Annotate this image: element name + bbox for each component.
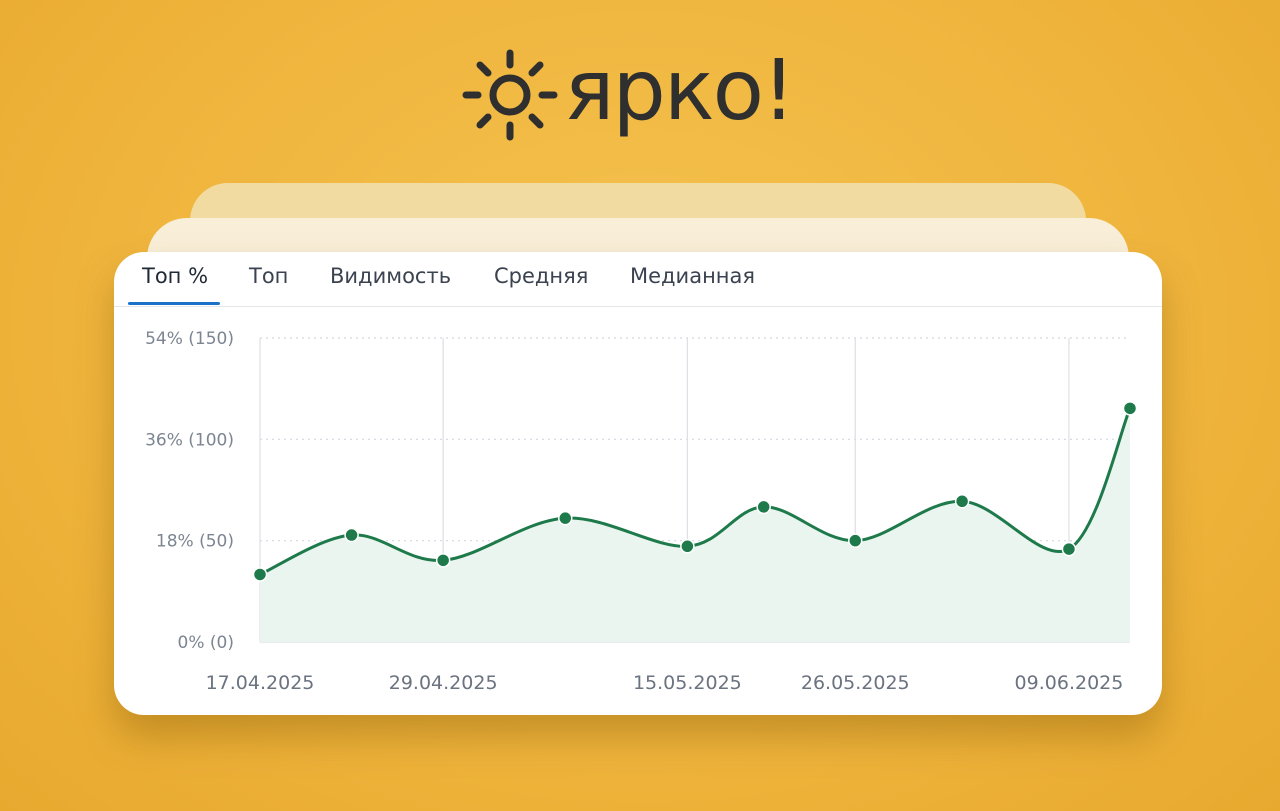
data-point [344,527,359,543]
data-point [1122,401,1138,416]
tab-average[interactable]: Средняя [494,264,589,288]
y-tick-label: 54% (150) [145,329,234,349]
data-point [435,553,451,568]
sun-icon [462,49,558,141]
series-area [260,408,1130,642]
tab-bar: Топ % Топ Видимость Средняя Медианная [114,252,1162,307]
y-tick-label: 0% (0) [178,633,234,653]
x-tick-label: 26.05.2025 [801,672,910,694]
active-tab-indicator [128,302,220,305]
chart-card: Топ % Топ Видимость Средняя Медианная 0%… [114,252,1162,715]
series-line [259,407,1132,576]
data-point [680,539,695,554]
line-chart: 0% (0) 18% (50) 36% (100) 54% (150) 17.04.2… [145,329,1138,694]
x-tick-label: 15.05.2025 [633,672,742,694]
tab-visibility[interactable]: Видимость [330,264,452,288]
data-point [252,567,268,582]
data-point [954,494,970,509]
data-point [558,510,573,526]
y-tick-label: 18% (50) [156,532,234,552]
y-tick-label: 36% (100) [145,430,234,450]
data-point [1061,541,1077,557]
x-tick-label: 17.04.2025 [206,672,315,694]
tab-median[interactable]: Медианная [630,264,756,288]
tab-top-percent[interactable]: Топ % [142,264,209,288]
x-tick-label: 29.04.2025 [389,672,498,694]
brand-logo: ярко! [460,38,840,148]
tab-top[interactable]: Топ [249,264,289,288]
data-point [756,499,771,515]
brand-name: ярко! [564,41,796,139]
data-point [848,533,863,548]
x-tick-label: 09.06.2025 [1015,672,1124,694]
